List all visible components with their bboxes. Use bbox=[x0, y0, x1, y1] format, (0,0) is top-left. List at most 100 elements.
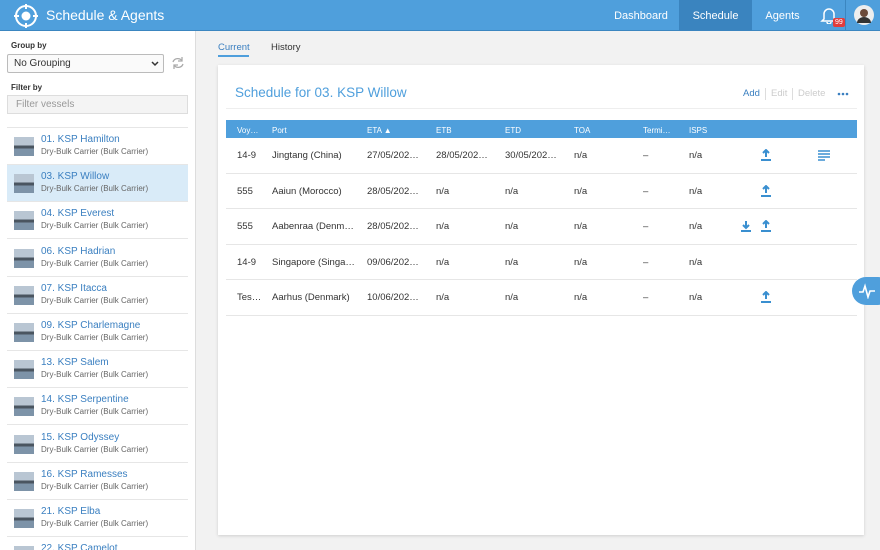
table-cell: 14-9 bbox=[237, 256, 257, 268]
vessel-item[interactable]: 07. KSP Itacca Dry-Bulk Carrier (Bulk Car… bbox=[7, 277, 188, 314]
filter-label: Filter by bbox=[11, 83, 43, 92]
vessel-thumbnail bbox=[14, 137, 34, 156]
upload-icon[interactable] bbox=[760, 184, 772, 197]
vessel-item[interactable]: 22. KSP Camelot bbox=[7, 537, 188, 550]
caret bbox=[151, 61, 159, 67]
table-row[interactable]: 555 Aaiun (Morocco) 28/05/202… n/a n/a n/a – n/… bbox=[226, 174, 857, 209]
vessel-name: 07. KSP Itacca bbox=[41, 282, 107, 294]
delete-button[interactable]: Delete bbox=[792, 88, 825, 100]
add-button[interactable]: Add bbox=[743, 88, 760, 99]
table-cell: 30/05/202… bbox=[505, 150, 557, 161]
table-row[interactable]: 14-9 Singapore (Singa… 09/06/202… n/a n/a n/a… bbox=[226, 245, 857, 280]
table-cell: – bbox=[643, 221, 649, 232]
table-cell: Aaiun (Morocco) bbox=[272, 185, 342, 197]
table-cell: n/a bbox=[689, 185, 703, 197]
logo[interactable] bbox=[14, 4, 38, 28]
column-header[interactable]: TOA bbox=[574, 126, 591, 135]
tab-underline bbox=[218, 55, 249, 57]
table-cell: n/a bbox=[436, 185, 450, 197]
table-cell: Jingtang (China) bbox=[272, 150, 342, 161]
schedule-card: Schedule for 03. KSP Willow Add Edit Del… bbox=[218, 65, 864, 535]
vessel-item[interactable]: 09. KSP Charlemagne Dry-Bulk Carrier (Bul… bbox=[7, 314, 188, 351]
app-title: Schedule & Agents bbox=[46, 7, 165, 23]
vessel-item[interactable]: 13. KSP Salem Dry-Bulk Carrier (Bulk Carr… bbox=[7, 351, 188, 389]
table-cell: 28/05/202… bbox=[367, 221, 419, 232]
table-row[interactable]: 14-9 Jingtang (China) 27/05/202… 28/05/202…… bbox=[226, 138, 857, 174]
table-cell: Aarhus (Denmark) bbox=[272, 292, 350, 303]
table-header bbox=[226, 120, 857, 138]
table-cell: n/a bbox=[689, 150, 703, 161]
vessel-item[interactable]: 14. KSP Serpentine Dry-Bulk Carrier (Bulk… bbox=[7, 388, 188, 426]
table-row[interactable]: 555 Aabenraa (Denm… 28/05/202… n/a n/a n/a – n/… bbox=[226, 209, 857, 245]
vessel-thumbnail bbox=[14, 360, 34, 380]
edit-button[interactable]: Edit bbox=[765, 88, 787, 100]
more-icon[interactable] bbox=[837, 92, 849, 96]
sidebar: Group by No Grouping Filter by Filter ve… bbox=[0, 31, 196, 550]
table-cell: – bbox=[643, 256, 649, 268]
activity-button[interactable] bbox=[852, 277, 880, 305]
details-icon[interactable] bbox=[818, 149, 831, 161]
column-header[interactable]: ISPS bbox=[689, 126, 708, 135]
table-cell: n/a bbox=[505, 292, 519, 303]
table-cell: n/a bbox=[574, 150, 588, 161]
vessel-thumbnail bbox=[14, 471, 34, 491]
column-header[interactable]: Termi… bbox=[643, 126, 671, 135]
filter-input[interactable]: Filter vessels bbox=[7, 95, 188, 114]
vessel-type: Dry-Bulk Carrier (Bulk Carrier) bbox=[41, 221, 149, 231]
table-cell: n/a bbox=[689, 221, 703, 232]
table-cell: n/a bbox=[505, 185, 519, 197]
vessel-type: Dry-Bulk Carrier (Bulk Carrier) bbox=[41, 147, 149, 156]
column-header[interactable]: Port bbox=[272, 126, 287, 135]
table-cell: Singapore (Singa… bbox=[272, 256, 355, 268]
vessel-item[interactable]: 06. KSP Hadrian Dry-Bulk Carrier (Bulk Ca… bbox=[7, 240, 188, 277]
table-cell: n/a bbox=[574, 256, 588, 268]
vessel-item[interactable]: 04. KSP Everest Dry-Bulk Carrier (Bulk Ca… bbox=[7, 202, 188, 240]
vessel-thumbnail bbox=[14, 397, 34, 417]
upload-icon[interactable] bbox=[760, 291, 772, 303]
vessel-item[interactable]: 16. KSP Ramesses Dry-Bulk Carrier (Bulk C… bbox=[7, 463, 188, 500]
column-header[interactable]: ETB bbox=[436, 126, 452, 135]
upload-icon[interactable] bbox=[760, 149, 772, 161]
table-cell: 28/05/202… bbox=[367, 185, 419, 197]
tab[interactable]: History bbox=[271, 42, 301, 53]
pulse-icon bbox=[859, 283, 875, 299]
table-cell: 555 bbox=[237, 185, 253, 197]
download-icon[interactable] bbox=[740, 220, 752, 232]
table-row[interactable]: Tes… Aarhus (Denmark) 10/06/202… n/a n/a n/a –… bbox=[226, 280, 857, 316]
table-cell: 555 bbox=[237, 221, 253, 232]
table-cell: n/a bbox=[436, 256, 450, 268]
table-cell: 14-9 bbox=[237, 150, 257, 161]
vessel-type: Dry-Bulk Carrier (Bulk Carrier) bbox=[41, 481, 149, 491]
vessel-item[interactable]: 01. KSP Hamilton Dry-Bulk Carrier (Bulk C… bbox=[7, 128, 188, 165]
vessel-item[interactable]: 15. KSP Odyssey Dry-Bulk Carrier (Bulk Ca… bbox=[7, 426, 188, 463]
vessel-name: 14. KSP Serpentine bbox=[41, 394, 129, 406]
vessel-type: Dry-Bulk Carrier (Bulk Carrier) bbox=[41, 333, 149, 342]
nav-link[interactable]: Agents bbox=[765, 10, 800, 22]
vessel-item[interactable]: 03. KSP Willow Dry-Bulk Carrier (Bulk Car… bbox=[7, 165, 188, 203]
vessel-item[interactable]: 21. KSP Elba Dry-Bulk Carrier (Bulk Carri… bbox=[7, 500, 188, 537]
nav-link[interactable]: Dashboard bbox=[614, 10, 668, 22]
avatar bbox=[854, 5, 874, 25]
table-cell: n/a bbox=[689, 292, 703, 303]
column-header[interactable]: Voy… bbox=[237, 126, 259, 135]
vessel-thumbnail bbox=[14, 546, 34, 550]
table-cell: n/a bbox=[436, 221, 450, 232]
avatar-box[interactable] bbox=[845, 0, 880, 31]
vessel-name: 01. KSP Hamilton bbox=[41, 134, 120, 145]
table-cell: n/a bbox=[689, 256, 703, 268]
table-cell: n/a bbox=[574, 185, 588, 197]
refresh-icon[interactable] bbox=[171, 56, 185, 70]
vessel-name: 22. KSP Camelot bbox=[41, 543, 118, 550]
vessel-name: 09. KSP Charlemagne bbox=[41, 320, 141, 331]
vessel-thumbnail bbox=[14, 285, 34, 305]
vessel-thumbnail bbox=[14, 323, 34, 342]
tab-active[interactable]: Current bbox=[218, 42, 250, 53]
column-header[interactable]: ETD bbox=[505, 126, 521, 135]
column-header[interactable]: ETA ▲ bbox=[367, 126, 392, 135]
table-cell: n/a bbox=[574, 292, 588, 303]
nav-link-active[interactable]: Schedule bbox=[679, 0, 752, 31]
upload-icon[interactable] bbox=[760, 220, 772, 232]
group-by-select[interactable]: No Grouping bbox=[7, 54, 164, 73]
table-cell: 09/06/202… bbox=[367, 256, 419, 268]
